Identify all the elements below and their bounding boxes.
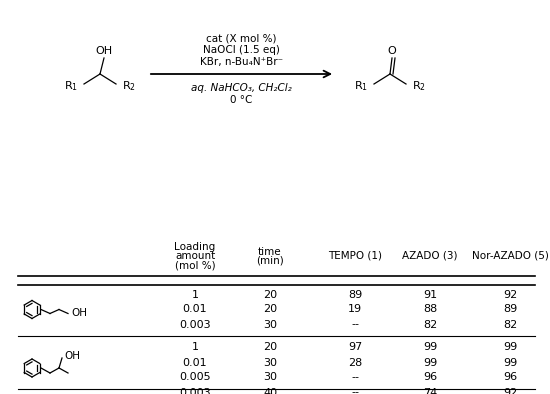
Text: 99: 99 [423,342,437,353]
Text: 99: 99 [503,342,517,353]
Text: 1: 1 [191,342,199,353]
Text: KBr, n-Bu₄N⁺Br⁻: KBr, n-Bu₄N⁺Br⁻ [200,57,283,67]
Text: --: -- [351,372,359,383]
Text: OH: OH [64,351,80,361]
Text: O: O [388,46,397,56]
Text: 96: 96 [503,372,517,383]
Text: Nor-AZADO (5): Nor-AZADO (5) [471,251,548,261]
Text: 30: 30 [263,357,277,368]
Text: OH: OH [71,309,87,318]
Text: 40: 40 [263,388,277,394]
Text: time: time [258,247,282,256]
Text: 28: 28 [348,357,362,368]
Text: (min): (min) [256,255,284,266]
Text: R$_1$: R$_1$ [64,79,78,93]
Text: cat (X mol %): cat (X mol %) [206,33,277,43]
Text: amount: amount [175,251,215,261]
Text: OH: OH [96,46,113,56]
Text: 20: 20 [263,290,277,299]
Text: 20: 20 [263,305,277,314]
Text: 92: 92 [503,388,517,394]
Text: 0.01: 0.01 [183,357,207,368]
Text: 99: 99 [503,357,517,368]
Text: --: -- [351,320,359,329]
Text: 82: 82 [423,320,437,329]
Text: 89: 89 [348,290,362,299]
Text: aq. NaHCO₃, CH₂Cl₂: aq. NaHCO₃, CH₂Cl₂ [191,83,292,93]
Text: R$_2$: R$_2$ [412,79,426,93]
Text: --: -- [351,388,359,394]
Text: 82: 82 [503,320,517,329]
Text: 30: 30 [263,372,277,383]
Text: 74: 74 [423,388,437,394]
Text: 99: 99 [423,357,437,368]
Text: 0.003: 0.003 [179,388,211,394]
Text: AZADO (3): AZADO (3) [402,251,458,261]
Text: 0.005: 0.005 [179,372,211,383]
Text: 0 °C: 0 °C [230,95,252,105]
Text: 0.01: 0.01 [183,305,207,314]
Text: NaOCl (1.5 eq): NaOCl (1.5 eq) [203,45,280,55]
Text: 97: 97 [348,342,362,353]
Text: Loading: Loading [174,242,216,252]
Text: 88: 88 [423,305,437,314]
Text: 92: 92 [503,290,517,299]
Text: 91: 91 [423,290,437,299]
Text: (mol %): (mol %) [175,260,215,270]
Text: 89: 89 [503,305,517,314]
Text: R$_2$: R$_2$ [122,79,136,93]
Text: 1: 1 [191,290,199,299]
Text: R$_1$: R$_1$ [354,79,368,93]
Text: 0.003: 0.003 [179,320,211,329]
Text: 30: 30 [263,320,277,329]
Text: 96: 96 [423,372,437,383]
Text: TEMPO (1): TEMPO (1) [328,251,382,261]
Text: 20: 20 [263,342,277,353]
Text: 19: 19 [348,305,362,314]
